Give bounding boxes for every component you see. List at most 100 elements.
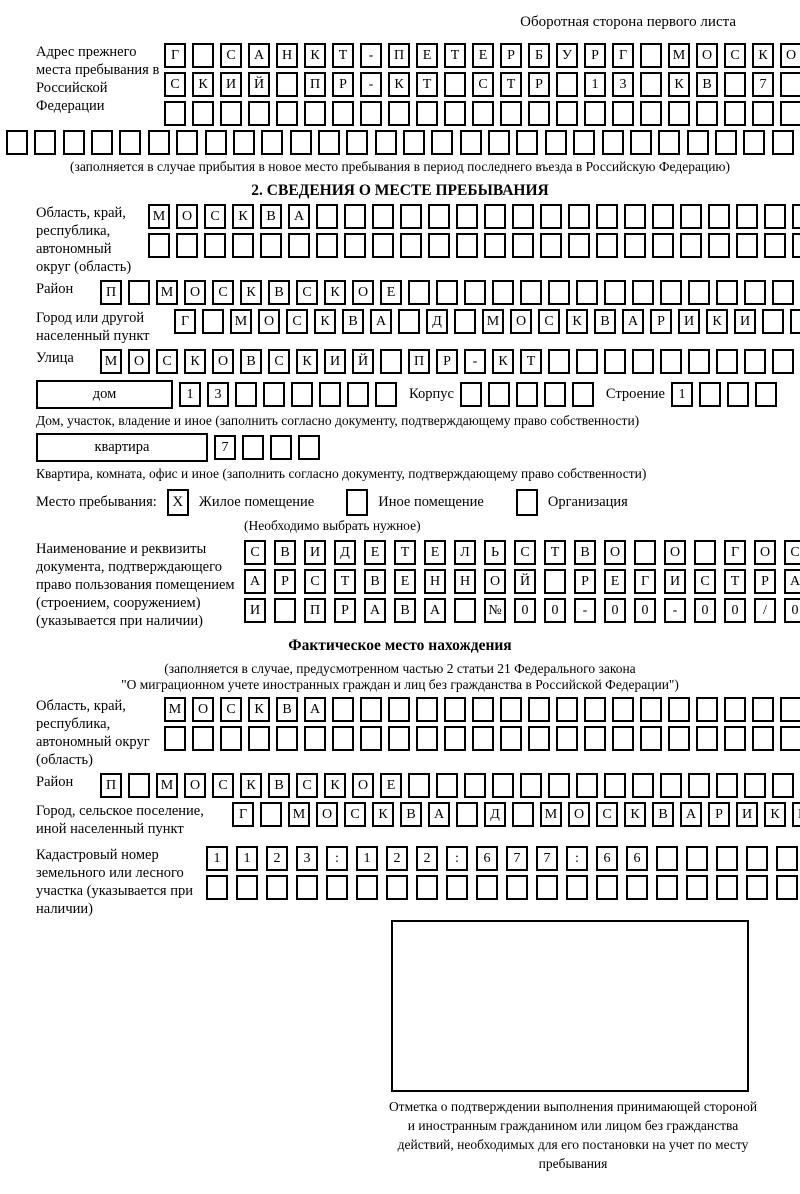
char-cell[interactable]: - bbox=[464, 349, 486, 374]
char-cell[interactable] bbox=[388, 101, 410, 126]
char-cell[interactable]: Р bbox=[436, 349, 458, 374]
char-cell[interactable] bbox=[512, 204, 534, 229]
char-cell[interactable] bbox=[400, 204, 422, 229]
char-cell[interactable] bbox=[708, 204, 730, 229]
char-cell[interactable] bbox=[596, 875, 618, 900]
char-cell[interactable] bbox=[556, 101, 578, 126]
char-cell[interactable] bbox=[632, 773, 654, 798]
char-cell[interactable] bbox=[459, 130, 482, 155]
char-cell[interactable]: А bbox=[622, 309, 644, 334]
char-cell[interactable] bbox=[743, 130, 766, 155]
char-cell[interactable]: : bbox=[566, 846, 588, 871]
char-cell[interactable]: Г bbox=[164, 43, 186, 68]
char-cell[interactable] bbox=[576, 349, 598, 374]
char-cell[interactable]: М bbox=[148, 204, 170, 229]
char-cell[interactable] bbox=[444, 72, 466, 97]
char-cell[interactable]: О bbox=[184, 280, 206, 305]
char-cell[interactable] bbox=[754, 382, 777, 407]
char-cell[interactable] bbox=[540, 233, 562, 258]
char-cell[interactable]: : bbox=[446, 846, 468, 871]
char-cell[interactable]: Д bbox=[484, 802, 506, 827]
char-cell[interactable]: И bbox=[678, 309, 700, 334]
char-cell[interactable]: А bbox=[370, 309, 392, 334]
char-cell[interactable] bbox=[556, 726, 578, 751]
char-cell[interactable] bbox=[492, 773, 514, 798]
char-cell[interactable]: О bbox=[128, 349, 150, 374]
char-cell[interactable]: Е bbox=[364, 540, 386, 565]
char-cell[interactable] bbox=[408, 773, 430, 798]
char-cell[interactable]: С bbox=[268, 349, 290, 374]
char-cell[interactable] bbox=[291, 382, 313, 407]
char-cell[interactable]: Й bbox=[352, 349, 374, 374]
char-cell[interactable] bbox=[398, 309, 420, 334]
char-cell[interactable] bbox=[6, 130, 28, 155]
char-cell[interactable]: В bbox=[274, 540, 296, 565]
char-cell[interactable]: Р bbox=[574, 569, 596, 594]
char-cell[interactable]: О bbox=[184, 773, 206, 798]
char-cell[interactable]: С bbox=[784, 540, 800, 565]
char-cell[interactable] bbox=[472, 726, 494, 751]
char-cell[interactable]: А bbox=[244, 569, 266, 594]
char-cell[interactable] bbox=[456, 802, 478, 827]
char-cell[interactable]: В bbox=[594, 309, 616, 334]
char-cell[interactable] bbox=[235, 382, 257, 407]
char-cell[interactable]: М bbox=[668, 43, 690, 68]
char-cell[interactable] bbox=[488, 130, 511, 155]
char-cell[interactable]: Н bbox=[276, 43, 298, 68]
char-cell[interactable] bbox=[716, 349, 738, 374]
char-cell[interactable]: Е bbox=[380, 280, 402, 305]
char-cell[interactable]: К bbox=[752, 43, 774, 68]
char-cell[interactable] bbox=[762, 309, 784, 334]
char-cell[interactable] bbox=[408, 280, 430, 305]
char-cell[interactable] bbox=[640, 101, 662, 126]
char-cell[interactable]: Б bbox=[528, 43, 550, 68]
char-cell[interactable]: С bbox=[344, 802, 366, 827]
char-cell[interactable] bbox=[640, 697, 662, 722]
char-cell[interactable] bbox=[576, 280, 598, 305]
char-cell[interactable] bbox=[596, 233, 618, 258]
char-cell[interactable] bbox=[326, 875, 348, 900]
char-cell[interactable]: С bbox=[156, 349, 178, 374]
char-cell[interactable] bbox=[548, 349, 570, 374]
char-cell[interactable]: - bbox=[664, 598, 686, 623]
char-cell[interactable] bbox=[356, 875, 378, 900]
char-cell[interactable] bbox=[288, 233, 310, 258]
char-cell[interactable]: К bbox=[184, 349, 206, 374]
char-cell[interactable] bbox=[456, 233, 478, 258]
char-cell[interactable] bbox=[640, 43, 662, 68]
char-cell[interactable] bbox=[500, 726, 522, 751]
char-cell[interactable]: О bbox=[258, 309, 280, 334]
char-cell[interactable]: Р bbox=[500, 43, 522, 68]
char-cell[interactable] bbox=[428, 233, 450, 258]
char-cell[interactable] bbox=[416, 726, 438, 751]
char-cell[interactable]: Е bbox=[472, 43, 494, 68]
char-cell[interactable]: С bbox=[472, 72, 494, 97]
char-cell[interactable] bbox=[289, 130, 312, 155]
char-cell[interactable] bbox=[576, 773, 598, 798]
char-cell[interactable] bbox=[444, 697, 466, 722]
char-cell[interactable]: 7 bbox=[506, 846, 528, 871]
char-cell[interactable] bbox=[634, 540, 656, 565]
char-cell[interactable] bbox=[276, 726, 298, 751]
char-cell[interactable]: Г bbox=[232, 802, 254, 827]
char-cell[interactable] bbox=[624, 204, 646, 229]
char-cell[interactable] bbox=[164, 101, 186, 126]
char-cell[interactable] bbox=[536, 875, 558, 900]
char-cell[interactable]: П bbox=[408, 349, 430, 374]
char-cell[interactable]: Р bbox=[650, 309, 672, 334]
char-cell[interactable] bbox=[487, 382, 510, 407]
char-cell[interactable]: В bbox=[268, 280, 290, 305]
char-cell[interactable]: М bbox=[230, 309, 252, 334]
char-cell[interactable]: В bbox=[364, 569, 386, 594]
char-cell[interactable]: К bbox=[296, 349, 318, 374]
char-cell[interactable]: 7 bbox=[752, 72, 774, 97]
char-cell[interactable] bbox=[512, 233, 534, 258]
char-cell[interactable] bbox=[220, 101, 242, 126]
char-cell[interactable]: 6 bbox=[476, 846, 498, 871]
char-cell[interactable] bbox=[556, 697, 578, 722]
char-cell[interactable]: С bbox=[220, 43, 242, 68]
char-cell[interactable] bbox=[344, 204, 366, 229]
char-cell[interactable]: К bbox=[192, 72, 214, 97]
char-cell[interactable]: Е bbox=[380, 773, 402, 798]
char-cell[interactable]: О bbox=[604, 540, 626, 565]
